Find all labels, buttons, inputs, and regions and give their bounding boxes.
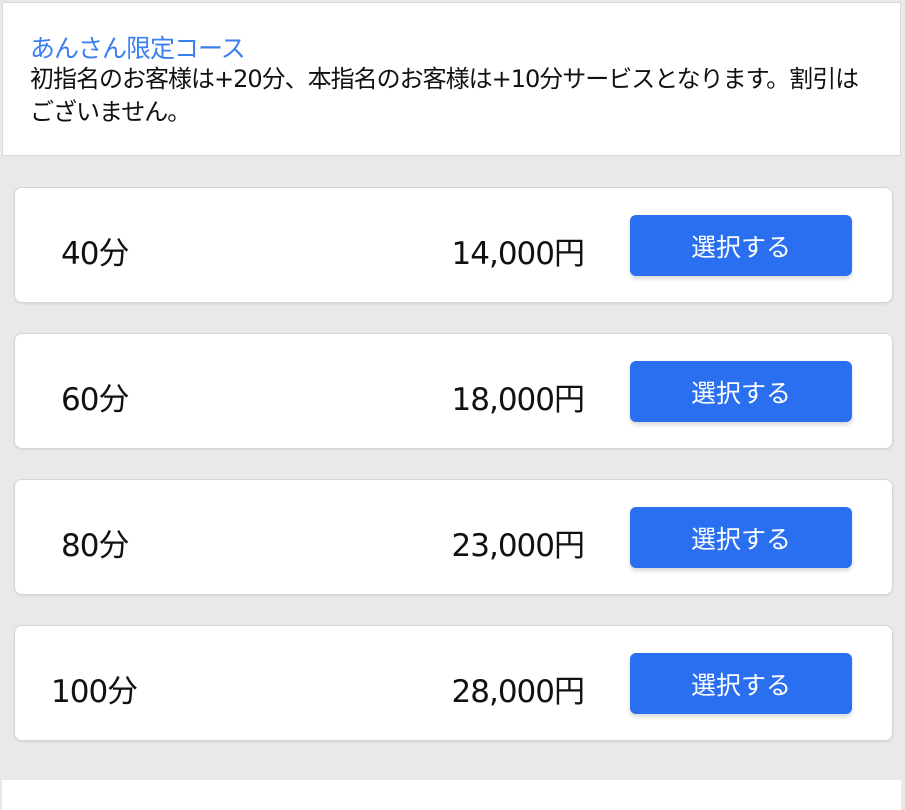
course-description: 初指名のお客様は+20分、本指名のお客様は+10分サービスとなります。割引はござ… <box>30 65 859 126</box>
price-label: 18,000円 <box>451 382 585 418</box>
option-card-60: 60分 18,000円 選択する <box>14 333 893 449</box>
option-card-80: 80分 23,000円 選択する <box>14 479 893 595</box>
select-button[interactable]: 選択する <box>630 653 852 714</box>
price-label: 23,000円 <box>451 528 585 564</box>
course-info: あんさん限定コース 初指名のお客様は+20分、本指名のお客様は+10分サービスと… <box>2 2 901 156</box>
duration-label: 40分 <box>61 236 129 272</box>
next-section <box>2 780 901 810</box>
option-card-40: 40分 14,000円 選択する <box>14 187 893 303</box>
price-label: 14,000円 <box>451 236 585 272</box>
duration-label: 80分 <box>61 528 129 564</box>
duration-label: 60分 <box>61 382 129 418</box>
duration-label: 100分 <box>51 674 138 710</box>
option-card-100: 100分 28,000円 選択する <box>14 625 893 741</box>
select-button[interactable]: 選択する <box>630 361 852 422</box>
select-button[interactable]: 選択する <box>630 215 852 276</box>
price-label: 28,000円 <box>451 674 585 710</box>
select-button[interactable]: 選択する <box>630 507 852 568</box>
course-title: あんさん限定コース <box>30 34 246 63</box>
